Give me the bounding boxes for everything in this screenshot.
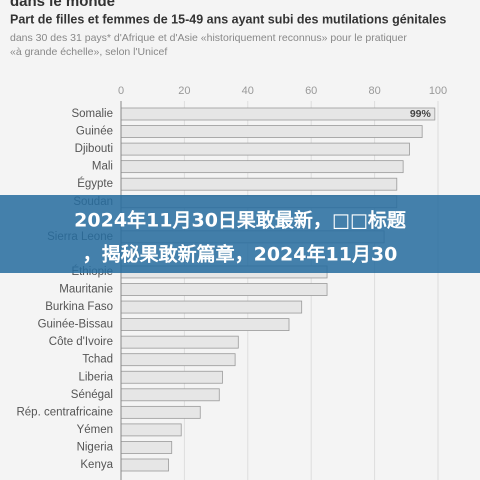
y-tick-label: Égypte	[77, 177, 113, 190]
x-tick-label: 60	[305, 85, 317, 97]
bar	[120, 177, 398, 191]
x-tick-label: 20	[178, 85, 190, 97]
bar	[120, 318, 290, 332]
x-tick-label: 80	[368, 85, 380, 97]
x-tick-label: 100	[429, 85, 447, 97]
y-tick-label: Côte d'Ivoire	[49, 336, 113, 348]
overlay-headline: 2024年11月30日果敢最新，□□标题	[74, 209, 406, 232]
chart-subtitle: «à grande échelle», selon l'Unicef	[10, 46, 167, 58]
bar	[120, 107, 436, 121]
bar	[120, 423, 182, 437]
bar	[120, 388, 220, 402]
overlay-band	[0, 195, 480, 273]
x-tick-label: 0	[118, 85, 124, 97]
bar	[120, 125, 423, 138]
y-tick-label: Yémen	[77, 424, 113, 436]
bar	[120, 300, 303, 314]
bar	[120, 353, 236, 367]
bar	[120, 160, 404, 174]
y-tick-label: Nigeria	[77, 441, 114, 453]
bar	[120, 441, 173, 454]
y-tick-label: Rép. centrafricaine	[16, 406, 113, 418]
x-tick-label: 40	[242, 85, 254, 97]
y-tick-label: Kenya	[80, 459, 113, 471]
bar	[120, 335, 239, 349]
chart-kicker: dans le monde	[10, 0, 115, 10]
overlay-headline: ，揭秘果敢新篇章，2024年11月30	[83, 243, 398, 266]
y-tick-label: Liberia	[78, 371, 113, 383]
y-tick-label: Djibouti	[75, 143, 113, 155]
bar	[120, 370, 223, 384]
bar	[120, 283, 328, 296]
bar	[120, 458, 169, 472]
bar	[120, 405, 201, 419]
value-label: 99%	[410, 108, 432, 120]
y-tick-label: Guinée	[76, 126, 113, 138]
bar	[120, 142, 410, 156]
y-tick-label: Somalie	[71, 108, 113, 120]
y-tick-label: Mali	[92, 161, 113, 173]
y-tick-label: Burkina Faso	[45, 301, 113, 313]
y-tick-label: Mauritanie	[59, 284, 113, 296]
y-tick-label: Sénégal	[71, 389, 113, 401]
y-tick-label: Tchad	[82, 354, 113, 366]
chart-title: Part de filles et femmes de 15-49 ans ay…	[10, 12, 446, 26]
y-tick-label: Guinée-Bissau	[38, 319, 113, 331]
chart-subtitle: dans 30 des 31 pays* d'Afrique et d'Asie…	[10, 32, 407, 44]
